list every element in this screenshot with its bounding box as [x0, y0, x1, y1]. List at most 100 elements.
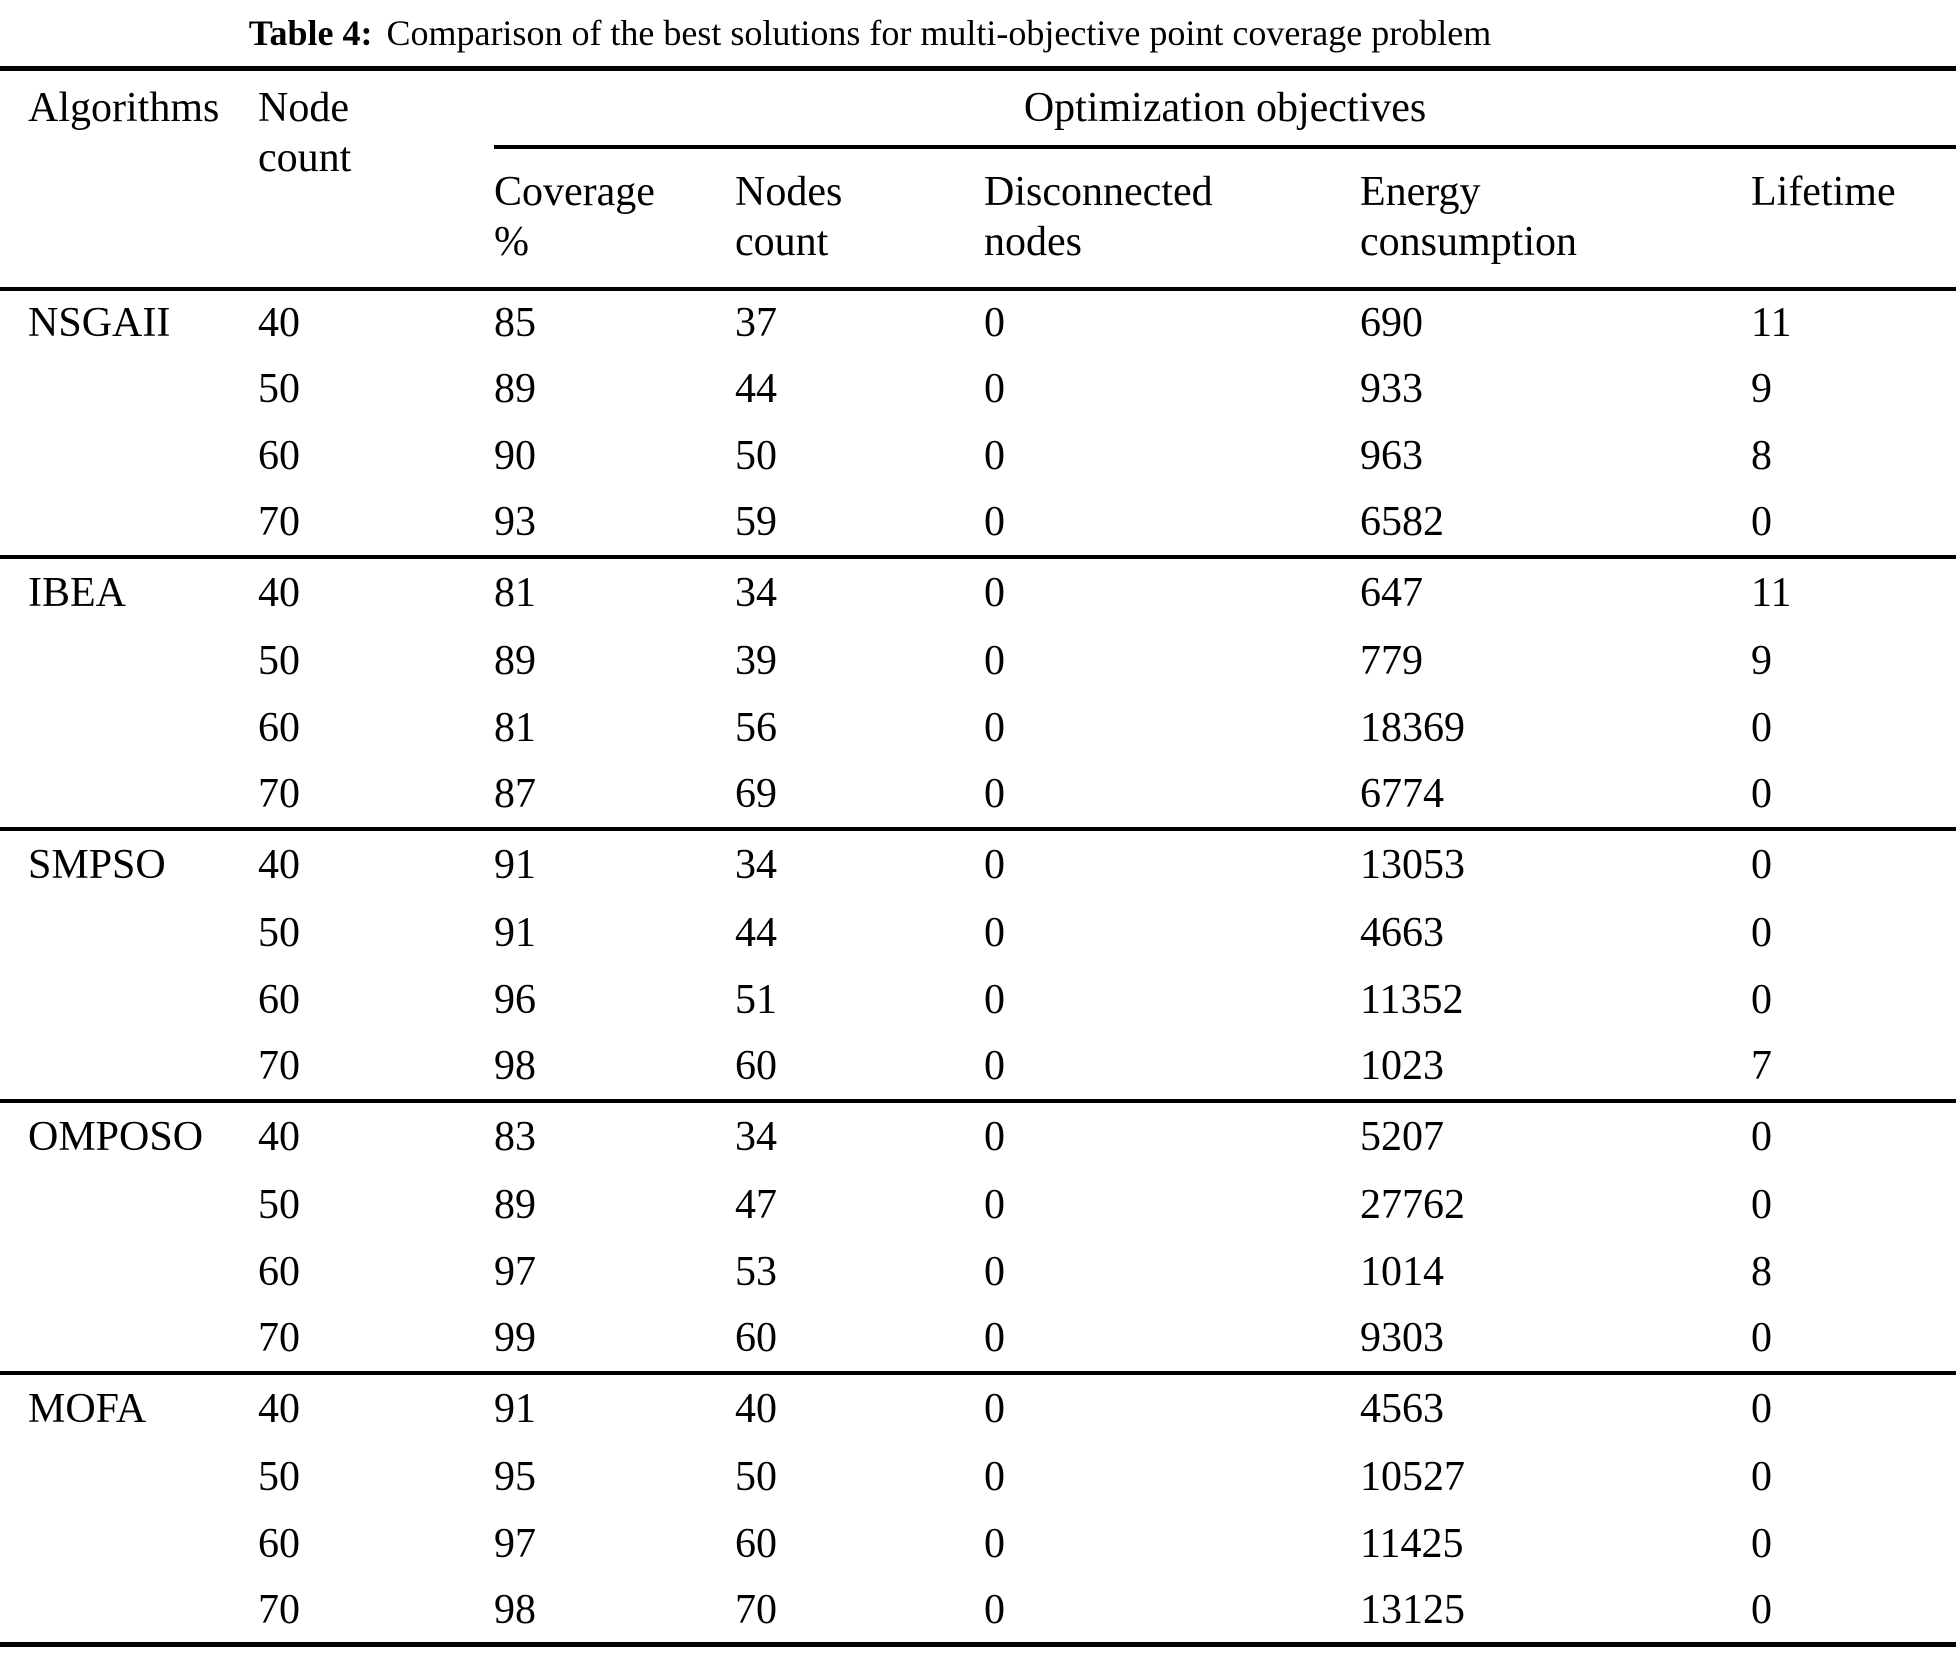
value-cell: 81	[494, 554, 735, 628]
value-cell: 0	[1751, 1182, 1772, 1228]
value-cell: 963	[1360, 433, 1423, 479]
value-cell: 47	[735, 1182, 777, 1228]
value-cell: 93	[494, 499, 536, 545]
value-cell: 60	[258, 1521, 300, 1567]
algorithm-cell	[0, 1034, 258, 1101]
table-row: 50 89 47 0 27762 0	[0, 1172, 1956, 1239]
value-cell: 56	[735, 705, 777, 751]
algorithm-cell	[0, 900, 258, 967]
value-cell: 13125	[1360, 1586, 1465, 1633]
value-cell: 0	[984, 1370, 1360, 1444]
table-row: 60 97 60 0 11425 0	[0, 1511, 1956, 1578]
col-header-algorithms: Algorithms	[0, 68, 258, 291]
table-row: IBEA 40 81 34 0 647 11	[0, 554, 1956, 628]
value-cell: 60	[258, 705, 300, 751]
col-header-node-count: Node count	[258, 68, 494, 291]
value-cell: 50	[258, 1454, 300, 1500]
value-cell: 87	[494, 771, 536, 817]
algorithm-cell	[0, 423, 258, 490]
value-cell: 96	[494, 977, 536, 1023]
value-cell: 11352	[1360, 977, 1464, 1023]
header-row-2: Coverage % Nodes count Disconnected node…	[0, 146, 1956, 291]
caption-label: Table 4:	[248, 13, 373, 53]
table-row: 60 97 53 0 1014 8	[0, 1239, 1956, 1306]
table-body: NSGAII 40 85 37 0 690 11 50 89 44 0 933 9 60 90 50 0 963 8…	[0, 289, 1956, 1645]
value-cell: 0	[984, 1454, 1005, 1500]
table-row: OMPOSO 40 83 34 0 5207 0	[0, 1098, 1956, 1172]
value-cell: 0	[984, 910, 1005, 956]
value-cell: 60	[258, 433, 300, 479]
value-cell: 89	[494, 366, 536, 412]
value-cell: 1023	[1360, 1043, 1444, 1089]
value-cell: 4563	[1360, 1370, 1751, 1444]
value-cell: 647	[1360, 554, 1751, 628]
value-cell: 0	[1751, 1521, 1772, 1567]
value-cell: 0	[1751, 1586, 1772, 1633]
value-cell: 0	[984, 977, 1005, 1023]
value-cell: 91	[494, 826, 735, 900]
value-cell: 8	[1751, 433, 1772, 479]
value-cell: 60	[735, 1043, 777, 1089]
value-cell: 0	[1751, 705, 1772, 751]
value-cell: 6774	[1360, 771, 1444, 817]
value-cell: 50	[258, 366, 300, 412]
value-cell: 5207	[1360, 1098, 1751, 1172]
value-cell: 34	[735, 554, 984, 628]
value-cell: 40	[735, 1370, 984, 1444]
value-cell: 34	[735, 1098, 984, 1172]
value-cell: 0	[984, 1098, 1360, 1172]
value-cell: 0	[984, 1249, 1005, 1295]
value-cell: 0	[984, 705, 1005, 751]
value-cell: 0	[984, 499, 1005, 545]
value-cell: 50	[735, 433, 777, 479]
value-cell: 40	[258, 1370, 494, 1444]
value-cell: 70	[258, 771, 300, 817]
value-cell: 11425	[1360, 1521, 1464, 1567]
value-cell: 9303	[1360, 1315, 1444, 1361]
table-row: SMPSO 40 91 34 0 13053 0	[0, 826, 1956, 900]
value-cell: 11	[1751, 554, 1956, 628]
algorithm-cell: IBEA	[0, 554, 258, 628]
value-cell: 70	[258, 499, 300, 545]
value-cell: 90	[494, 433, 536, 479]
algorithm-cell: OMPOSO	[0, 1098, 258, 1172]
value-cell: 44	[735, 910, 777, 956]
value-cell: 89	[494, 1182, 536, 1228]
value-cell: 0	[1751, 1098, 1956, 1172]
value-cell: 0	[984, 1521, 1005, 1567]
value-cell: 0	[984, 826, 1360, 900]
value-cell: 0	[1751, 1454, 1772, 1500]
algorithm-cell	[0, 967, 258, 1034]
value-cell: 89	[494, 638, 536, 684]
value-cell: 0	[1751, 910, 1772, 956]
value-cell: 40	[258, 300, 300, 346]
value-cell: 4663	[1360, 910, 1444, 956]
value-cell: 13053	[1360, 826, 1751, 900]
table-row: 70 93 59 0 6582 0	[0, 490, 1956, 557]
col-header-lifetime: Lifetime	[1751, 146, 1956, 291]
value-cell: 98	[494, 1586, 536, 1633]
value-cell: 0	[1751, 1315, 1772, 1361]
value-cell: 95	[494, 1454, 536, 1500]
value-cell: 40	[258, 554, 494, 628]
value-cell: 1014	[1360, 1249, 1444, 1295]
value-cell: 39	[735, 638, 777, 684]
value-cell: 70	[735, 1586, 777, 1633]
value-cell: 83	[494, 1098, 735, 1172]
algorithm-cell	[0, 356, 258, 423]
value-cell: 0	[1751, 1370, 1956, 1444]
value-cell: 6582	[1360, 499, 1444, 545]
value-cell: 0	[984, 1182, 1005, 1228]
table-header: Algorithms Node count Optimization objec…	[0, 68, 1956, 291]
value-cell: 0	[1751, 977, 1772, 1023]
value-cell: 59	[735, 499, 777, 545]
algorithm-cell	[0, 1239, 258, 1306]
table-row: 50 91 44 0 4663 0	[0, 900, 1956, 967]
table-row: 70 87 69 0 6774 0	[0, 762, 1956, 829]
col-header-energy-consumption: Energy consumption	[1360, 146, 1751, 291]
value-cell: 51	[735, 977, 777, 1023]
value-cell: 0	[984, 300, 1005, 346]
value-cell: 81	[494, 705, 536, 751]
value-cell: 60	[258, 977, 300, 1023]
